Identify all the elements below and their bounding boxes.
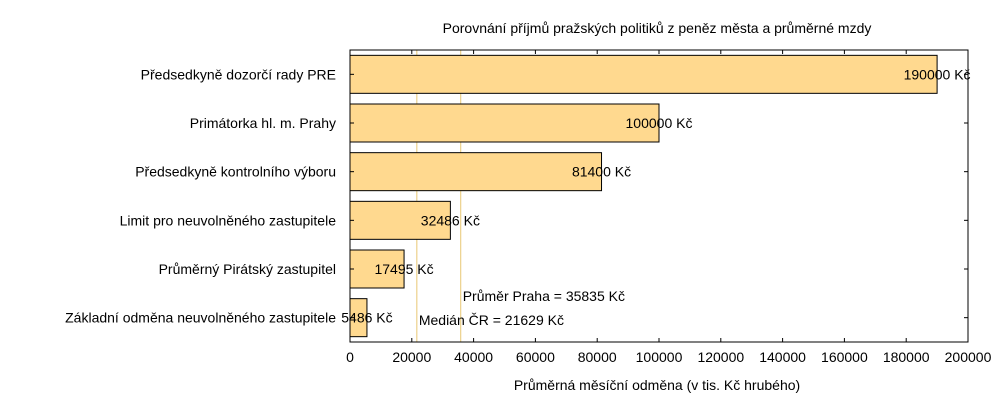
- category-label: Limit pro neuvolněného zastupitele: [120, 212, 337, 228]
- bar: [349, 54, 938, 94]
- category-labels: Předsedkyně dozorčí rady PRE Primátorka h…: [65, 66, 336, 325]
- reference-lines: [416, 50, 462, 342]
- data-label: 190000 Kč: [904, 66, 971, 82]
- category-label: Předsedkyně dozorčí rady PRE: [141, 66, 336, 82]
- x-tick-label: 140000: [759, 349, 806, 365]
- reference-line-label: Medián ČR = 21629 Kč: [419, 312, 564, 328]
- x-tick-label: 60000: [516, 349, 555, 365]
- category-label: Primátorka hl. m. Prahy: [190, 115, 336, 131]
- x-tick-label: 160000: [821, 349, 868, 365]
- bar: [349, 249, 405, 289]
- bar: [349, 152, 603, 192]
- x-tick-label: 80000: [578, 349, 617, 365]
- x-tick-label: 200000: [945, 349, 992, 365]
- bars: [349, 54, 938, 338]
- x-tick-label: 0: [346, 349, 354, 365]
- x-tick-label: 100000: [636, 349, 683, 365]
- x-tick-label: 180000: [883, 349, 930, 365]
- category-label: Předsedkyně kontrolního výboru: [135, 164, 336, 180]
- bar: [349, 103, 660, 143]
- data-label: 5486 Kč: [341, 310, 392, 326]
- x-tick-label: 120000: [697, 349, 744, 365]
- reference-line-label: Průměr Praha = 35835 Kč: [463, 288, 625, 304]
- chart-title: Porovnání příjmů pražských politiků z pe…: [443, 20, 872, 36]
- x-tick-label: 20000: [392, 349, 431, 365]
- data-label: 32486 Kč: [421, 212, 480, 228]
- x-tick-label: 40000: [454, 349, 493, 365]
- data-label: 81400 Kč: [572, 164, 631, 180]
- ticks: 0 20000 40000 60000 80000 100000 120000 140000 1…: [346, 50, 992, 365]
- data-labels: 190000 Kč 100000 Kč 81400 Kč 32486 Kč 17495 …: [341, 66, 970, 325]
- data-label: 17495 Kč: [374, 261, 433, 277]
- data-label: 100000 Kč: [626, 115, 693, 131]
- reference-labels: Průměr Praha = 35835 Kč Medián ČR = 21629…: [419, 288, 625, 328]
- x-axis-title: Průměrná měsíční odměna (v tis. Kč hrubé…: [514, 377, 800, 393]
- category-label: Základní odměna neuvolněného zastupitele: [65, 310, 336, 326]
- category-label: Průměrný Pirátský zastupitel: [159, 261, 336, 277]
